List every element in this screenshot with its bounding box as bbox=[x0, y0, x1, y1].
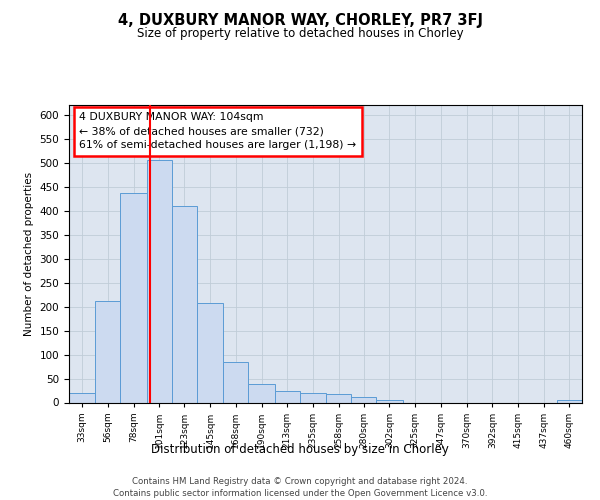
Bar bbox=[69, 393, 95, 402]
Y-axis label: Number of detached properties: Number of detached properties bbox=[24, 172, 34, 336]
Bar bbox=[248, 384, 275, 402]
Bar bbox=[197, 303, 223, 402]
Bar bbox=[172, 206, 197, 402]
Text: Contains HM Land Registry data © Crown copyright and database right 2024.: Contains HM Land Registry data © Crown c… bbox=[132, 478, 468, 486]
Bar bbox=[300, 393, 326, 402]
Bar bbox=[557, 400, 582, 402]
Text: 4, DUXBURY MANOR WAY, CHORLEY, PR7 3FJ: 4, DUXBURY MANOR WAY, CHORLEY, PR7 3FJ bbox=[118, 12, 482, 28]
Text: Contains public sector information licensed under the Open Government Licence v3: Contains public sector information licen… bbox=[113, 489, 487, 498]
Text: Distribution of detached houses by size in Chorley: Distribution of detached houses by size … bbox=[151, 442, 449, 456]
Text: 4 DUXBURY MANOR WAY: 104sqm
← 38% of detached houses are smaller (732)
61% of se: 4 DUXBURY MANOR WAY: 104sqm ← 38% of det… bbox=[79, 112, 356, 150]
Text: Size of property relative to detached houses in Chorley: Size of property relative to detached ho… bbox=[137, 28, 463, 40]
Bar bbox=[146, 160, 172, 402]
Bar bbox=[351, 397, 376, 402]
Bar bbox=[223, 362, 248, 403]
Bar bbox=[95, 301, 121, 402]
Bar bbox=[275, 392, 300, 402]
Bar bbox=[326, 394, 351, 402]
Bar bbox=[121, 193, 146, 402]
Bar bbox=[376, 400, 403, 402]
